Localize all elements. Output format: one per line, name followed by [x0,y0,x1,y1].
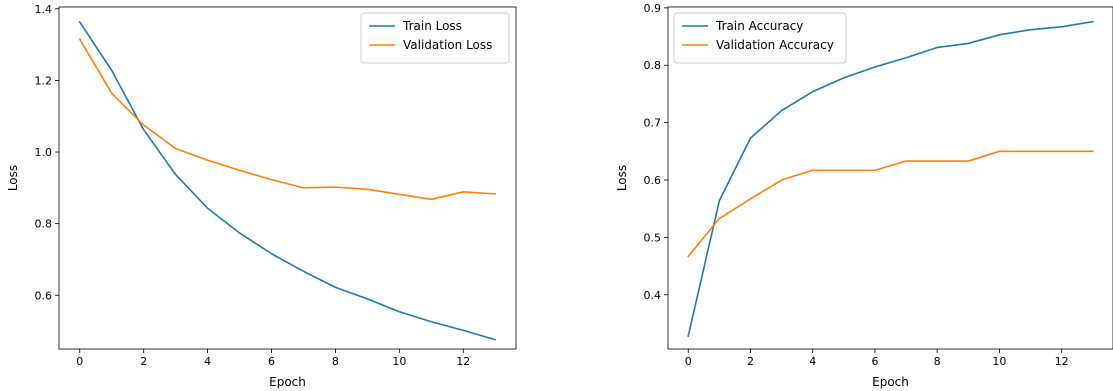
x-tick-label: 10 [392,355,406,368]
x-tick-label: 4 [204,355,211,368]
axes-frame [58,6,517,350]
legend-label-train-loss: Train Loss [402,19,462,33]
axes-frame [667,6,1113,350]
legend-label-train-accuracy: Train Accuracy [715,19,803,33]
accuracy-chart: 0 2 4 6 8 10 12 0.4 0.5 0.6 0.7 0.8 0.9 Epoch Loss Trai… [615,2,1113,389]
y-tick-label: 0.8 [35,218,53,231]
loss-chart: 0 2 4 6 8 10 12 0.6 0.8 1.0 1.2 1.4 Epoch Loss Train L… [6,3,517,389]
x-tick-label: 6 [871,355,878,368]
x-tick-label: 8 [332,355,339,368]
x-tick-label: 12 [1055,355,1069,368]
x-tick-label: 8 [934,355,941,368]
legend-box [360,12,510,64]
y-tick-label: 1.4 [35,3,53,16]
y-tick-label: 0.8 [644,59,662,72]
x-tick-label: 0 [685,355,692,368]
legend: Train Accuracy Validation Accuracy [673,12,847,64]
legend: Train Loss Validation Loss [360,12,510,64]
x-tick-label: 6 [268,355,275,368]
x-tick-label: 0 [76,355,83,368]
legend-label-validation-accuracy: Validation Accuracy [716,38,834,52]
legend-label-validation-loss: Validation Loss [403,38,492,52]
series-line-validation-loss [78,38,497,201]
y-tick-label: 0.7 [644,117,662,130]
y-tick-label: 0.5 [644,231,662,244]
series-line-train-accuracy [687,20,1094,338]
y-tick-label: 0.6 [35,289,53,302]
y-tick-label: 1.0 [35,146,53,159]
x-tick-label: 2 [140,355,147,368]
y-tick-label: 0.4 [644,289,662,302]
x-tick-label: 12 [456,355,470,368]
y-tick-label: 0.9 [644,2,662,15]
y-axis-label: Loss [6,165,20,191]
series-line-validation-accuracy [687,150,1094,258]
x-tick-label: 10 [992,355,1006,368]
legend-box [673,12,847,64]
x-axis-label: Epoch [872,375,909,389]
y-tick-label: 0.6 [644,174,662,187]
x-tick-label: 4 [809,355,816,368]
y-axis-label: Loss [615,165,629,191]
x-tick-label: 2 [747,355,754,368]
series-line-train-loss [78,20,497,341]
y-tick-label: 1.2 [35,74,53,87]
x-axis-label: Epoch [269,375,306,389]
